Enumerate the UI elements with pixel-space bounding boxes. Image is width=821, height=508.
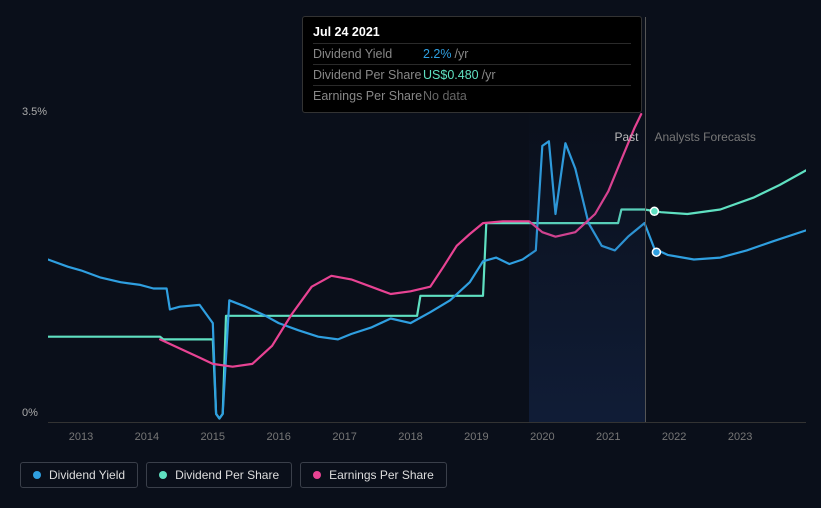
tooltip-row-value: No data xyxy=(423,89,467,103)
tooltip-row-label: Earnings Per Share xyxy=(313,89,423,103)
separator-label-forecast: Analysts Forecasts xyxy=(655,130,756,144)
tooltip-row: Dividend Yield2.2%/yr xyxy=(313,43,631,64)
xaxis-year: 2021 xyxy=(596,431,620,443)
tooltip-row-unit: /yr xyxy=(482,68,496,82)
tooltip-row: Dividend Per ShareUS$0.480/yr xyxy=(313,64,631,85)
xaxis-year: 2013 xyxy=(69,431,93,443)
tooltip-vertical-line xyxy=(645,17,646,422)
dividend-chart: Jul 24 2021 Dividend Yield2.2%/yrDividen… xyxy=(0,0,821,508)
tooltip-row: Earnings Per ShareNo data xyxy=(313,85,631,106)
chart-tooltip: Jul 24 2021 Dividend Yield2.2%/yrDividen… xyxy=(302,16,642,113)
xaxis-year: 2018 xyxy=(398,431,422,443)
chart-svg xyxy=(48,105,806,423)
chart-legend: Dividend Yield Dividend Per Share Earnin… xyxy=(20,462,447,488)
tooltip-row-value: US$0.480 xyxy=(423,68,479,82)
legend-label: Dividend Yield xyxy=(49,468,125,482)
xaxis-year: 2019 xyxy=(464,431,488,443)
legend-dot xyxy=(313,471,321,479)
past-shade xyxy=(529,105,644,422)
legend-label: Dividend Per Share xyxy=(175,468,279,482)
xaxis-year: 2017 xyxy=(332,431,356,443)
chart-plot-area[interactable]: Past Analysts Forecasts xyxy=(48,105,806,423)
xaxis-year: 2023 xyxy=(728,431,752,443)
xaxis-year: 2016 xyxy=(266,431,290,443)
yaxis-max-label: 3.5% xyxy=(22,106,47,118)
xaxis-year: 2014 xyxy=(135,431,159,443)
xaxis-year: 2015 xyxy=(201,431,225,443)
tooltip-date: Jul 24 2021 xyxy=(313,23,631,43)
xaxis-year: 2020 xyxy=(530,431,554,443)
legend-dot xyxy=(33,471,41,479)
xaxis-year: 2022 xyxy=(662,431,686,443)
yaxis-min-label: 0% xyxy=(22,407,38,419)
separator-label-past: Past xyxy=(605,130,639,144)
tooltip-row-label: Dividend Yield xyxy=(313,47,423,61)
tooltip-row-unit: /yr xyxy=(455,47,469,61)
tooltip-row-label: Dividend Per Share xyxy=(313,68,423,82)
legend-dot xyxy=(159,471,167,479)
legend-item-dividend-yield[interactable]: Dividend Yield xyxy=(20,462,138,488)
legend-label: Earnings Per Share xyxy=(329,468,434,482)
tooltip-row-value: 2.2% xyxy=(423,47,452,61)
legend-item-dividend-per-share[interactable]: Dividend Per Share xyxy=(146,462,292,488)
xaxis: 2013 2014 2015 2016 2017 2018 2019 2020 2021 2022… xyxy=(48,431,806,445)
legend-item-earnings-per-share[interactable]: Earnings Per Share xyxy=(300,462,447,488)
